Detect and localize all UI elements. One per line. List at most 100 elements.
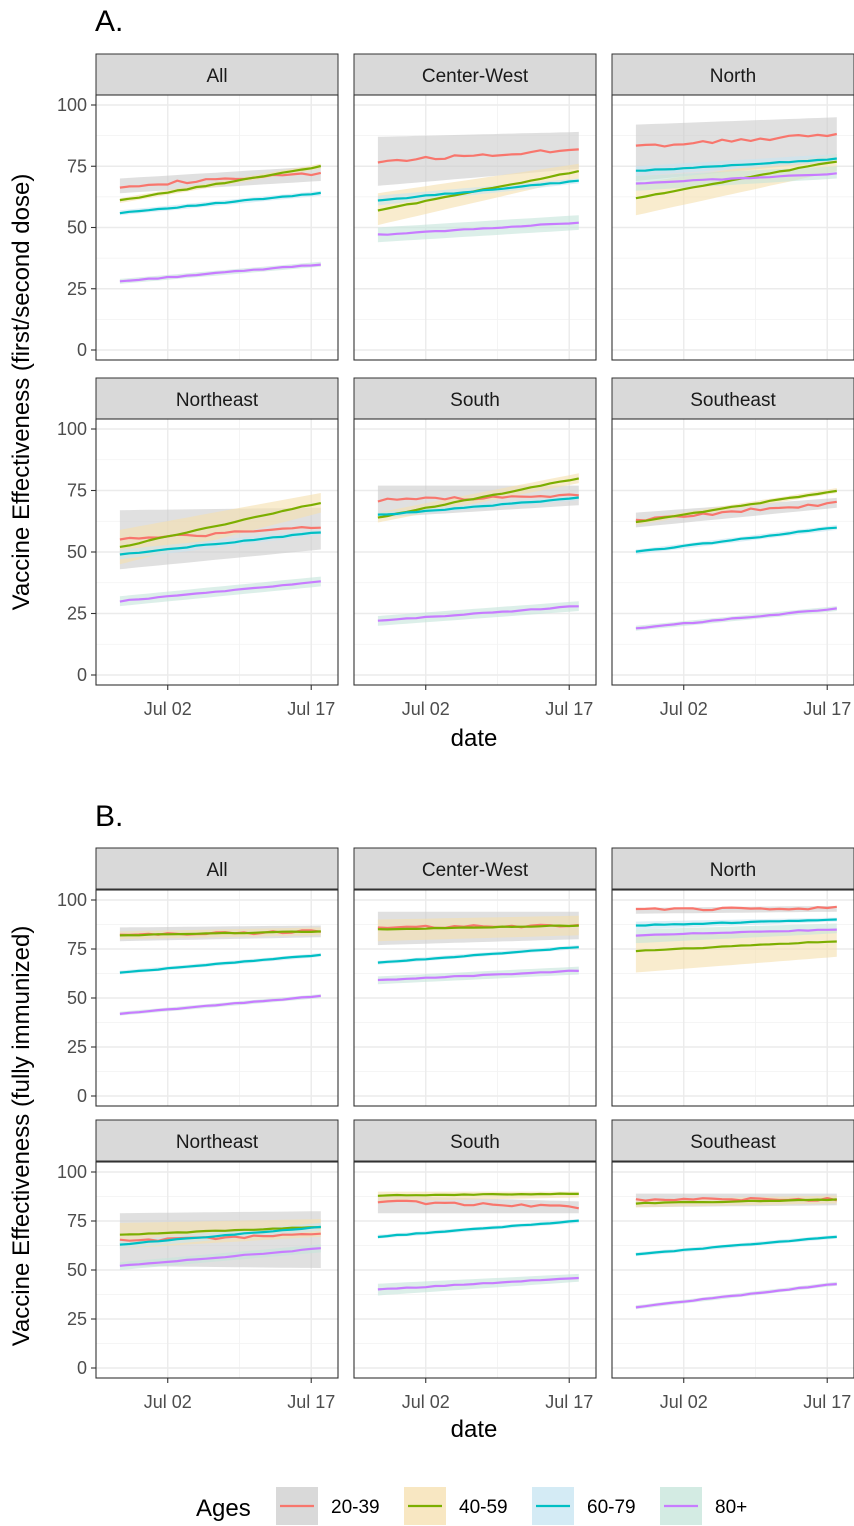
series-line-40-59 [635, 1198, 837, 1205]
series-line-80+ [635, 1283, 837, 1309]
series-line-60-79 [377, 1219, 579, 1239]
facet-title: South [450, 390, 500, 411]
series-line-60-79 [635, 526, 837, 553]
x-tick-label: Jul 02 [660, 699, 708, 719]
facet-title: South [450, 1132, 500, 1153]
facet-a-center-west: Center-West [353, 53, 597, 361]
legend-item-40-59: 40-59 [404, 1487, 508, 1525]
y-tick-label: 50 [67, 542, 87, 562]
facet-strip [95, 847, 339, 890]
facet-strip [611, 847, 854, 890]
series-line-20-39 [377, 148, 579, 164]
x-tick-label: Jul 17 [545, 699, 593, 719]
x-tick-label: Jul 17 [803, 699, 851, 719]
figure-b-ylabel: Vaccine Effectiveness (fully immunized) [8, 926, 35, 1347]
series-line-80+ [635, 172, 837, 185]
series-line-60-79 [377, 496, 579, 516]
facet-b-north: North [611, 847, 854, 1107]
y-tick-label: 0 [77, 665, 87, 685]
panel-border [611, 1161, 854, 1379]
legend-label: 80+ [715, 1497, 747, 1518]
facet-strip [611, 377, 854, 420]
facet-strip [353, 377, 597, 420]
facet-strip [353, 847, 597, 890]
series-line-60-79 [119, 191, 321, 215]
facet-a-north: North [611, 53, 854, 361]
legend-item-60-79: 60-79 [532, 1487, 636, 1525]
y-tick-label: 25 [67, 1309, 87, 1329]
figure-b-label: B. [95, 800, 123, 833]
x-tick-label: Jul 17 [803, 1392, 851, 1412]
series-line-80+ [635, 928, 837, 937]
y-tick-label: 75 [67, 939, 87, 959]
facet-a-northeast: Northeast 0 25 50 75 100 Jul 02 Jul 17 [57, 377, 339, 719]
series-line-20-39 [635, 905, 837, 912]
series-line-40-59 [377, 1192, 579, 1197]
series-line-80+ [119, 1247, 321, 1267]
series-line-80+ [377, 221, 579, 236]
x-tick-label: Jul 02 [144, 1392, 192, 1412]
x-tick-label: Jul 17 [545, 1392, 593, 1412]
panel-border [611, 94, 854, 361]
series-line-40-59 [119, 930, 321, 937]
series-line-60-79 [119, 1225, 321, 1246]
facet-strip [611, 53, 854, 96]
y-tick-label: 75 [67, 1211, 87, 1231]
facet-b-all: All 0 25 50 75 100 [57, 847, 339, 1107]
facet-strip [95, 1119, 339, 1162]
series-line-80+ [635, 607, 837, 630]
series-line-20-39 [377, 1199, 580, 1210]
facet-a-south: South Jul 02 Jul 17 [353, 377, 597, 719]
legend-label: 40-59 [459, 1497, 508, 1518]
y-tick-label: 100 [57, 1162, 87, 1182]
y-tick-label: 50 [67, 218, 87, 238]
y-tick-label: 25 [67, 604, 87, 624]
facet-strip [95, 53, 339, 96]
x-tick-label: Jul 17 [287, 699, 335, 719]
series-line-80+ [377, 969, 579, 982]
facet-title: Center-West [422, 66, 529, 87]
panel-border [353, 1161, 597, 1379]
facet-a-all: All 0 25 50 75 100 [57, 53, 339, 361]
series-line-80+ [119, 580, 321, 603]
facet-title: All [206, 860, 227, 881]
facet-strip [353, 1119, 597, 1162]
legend-label: 20-39 [331, 1497, 380, 1518]
x-tick-label: Jul 02 [660, 1392, 708, 1412]
series-line-60-79 [377, 946, 579, 964]
y-tick-label: 100 [57, 890, 87, 910]
panel-border [611, 889, 854, 1107]
y-tick-label: 0 [77, 1086, 87, 1106]
series-line-20-39 [635, 132, 838, 148]
series-line-60-79 [635, 157, 837, 172]
series-line-20-39 [119, 1232, 321, 1242]
facet-b-northeast: Northeast 0 25 50 75 100 Jul 02 Jul 17 [57, 1119, 339, 1412]
facet-title: All [206, 66, 227, 87]
series-line-60-79 [119, 953, 321, 974]
y-tick-label: 50 [67, 1260, 87, 1280]
figure-a-xlabel: date [451, 725, 498, 752]
ci-band-40-59 [377, 163, 579, 226]
series-line-40-59 [377, 924, 579, 931]
facet-strip [95, 377, 339, 420]
figure-a-label: A. [95, 5, 123, 38]
x-tick-label: Jul 02 [402, 1392, 450, 1412]
facet-b-center-west: Center-West [353, 847, 597, 1107]
facet-title: Northeast [176, 390, 259, 411]
y-tick-label: 50 [67, 988, 87, 1008]
facet-b-south: South Jul 02 Jul 17 [353, 1119, 597, 1412]
panel-border [353, 418, 597, 686]
facet-title: North [710, 860, 756, 881]
figure-b: B. Vaccine Effectiveness (fully immunize… [8, 800, 854, 1443]
legend-title: Ages [196, 1495, 251, 1522]
y-tick-label: 75 [67, 156, 87, 176]
series-line-60-79 [377, 179, 579, 202]
legend-item-80+: 80+ [660, 1487, 747, 1525]
series-line-40-59 [119, 1226, 321, 1236]
facet-title: North [710, 66, 756, 87]
y-tick-label: 100 [57, 95, 87, 115]
legend: Ages 20-39 40-59 60-79 80+ [196, 1487, 747, 1525]
x-tick-label: Jul 17 [287, 1392, 335, 1412]
series-line-60-79 [635, 1235, 837, 1256]
